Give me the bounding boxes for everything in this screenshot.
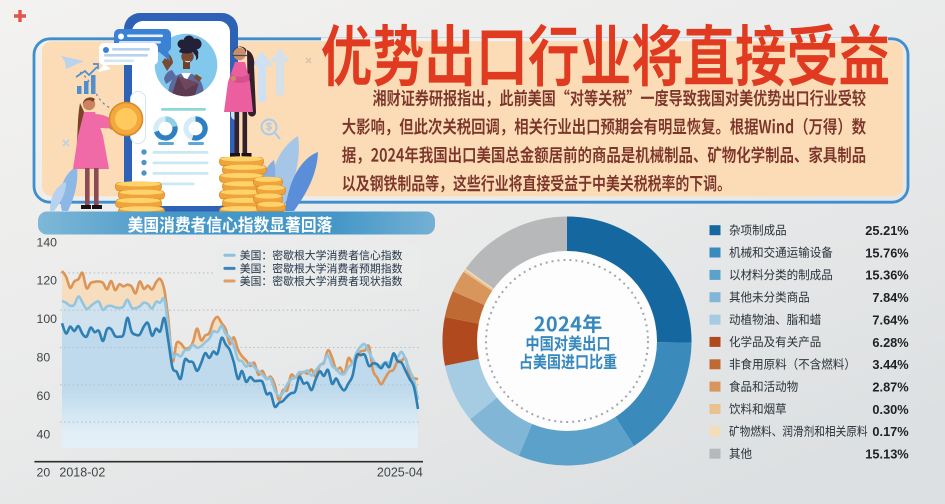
svg-text:7.64%: 7.64% <box>872 312 909 327</box>
svg-text:2.87%: 2.87% <box>872 379 909 394</box>
svg-text:6.28%: 6.28% <box>872 335 909 350</box>
svg-text:2025-04: 2025-04 <box>377 466 423 480</box>
svg-text:100: 100 <box>37 312 58 326</box>
svg-text:15.13%: 15.13% <box>865 447 909 462</box>
svg-text:20: 20 <box>37 466 51 480</box>
svg-text:60: 60 <box>37 389 51 403</box>
svg-text:120: 120 <box>37 274 58 288</box>
svg-text:7.84%: 7.84% <box>872 290 909 305</box>
svg-text:3.44%: 3.44% <box>872 357 909 372</box>
svg-text:25.21%: 25.21% <box>865 223 909 238</box>
svg-text:0.17%: 0.17% <box>872 424 909 439</box>
svg-text:0.30%: 0.30% <box>872 402 909 417</box>
svg-text:2018-02: 2018-02 <box>59 466 105 480</box>
svg-text:40: 40 <box>37 427 51 441</box>
svg-text:140: 140 <box>37 235 58 249</box>
svg-text:80: 80 <box>37 351 51 365</box>
svg-text:15.76%: 15.76% <box>865 245 909 260</box>
svg-text:15.36%: 15.36% <box>865 268 909 283</box>
